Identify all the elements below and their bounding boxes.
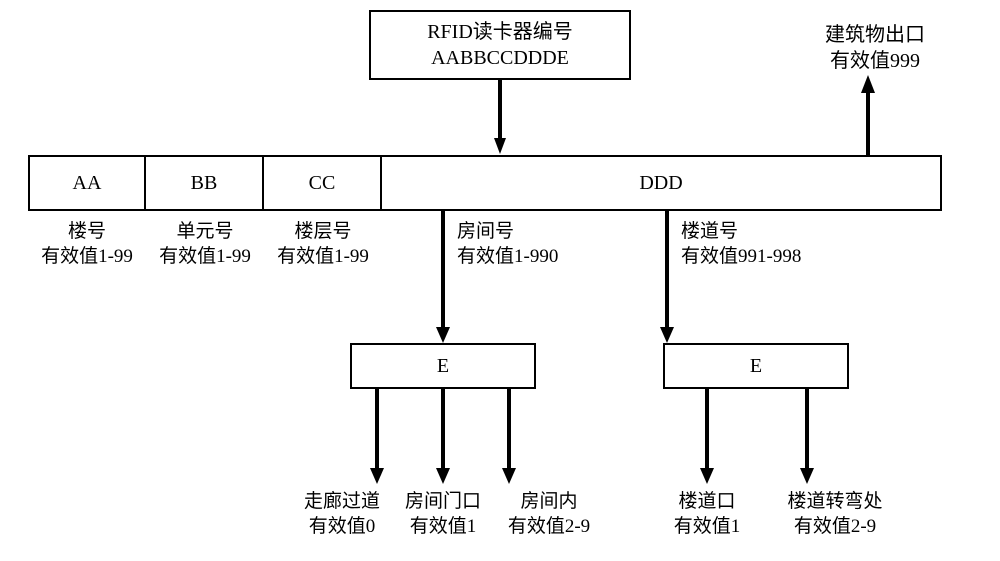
- arrow-ddd-to-exit: [861, 75, 875, 157]
- leaf-stair-ent-l1: 楼道口: [652, 490, 762, 515]
- leaf-corridor-l1: 走廊过道: [292, 490, 392, 515]
- arrow-ddd-stair-to-e: [660, 211, 674, 344]
- arrow-top-to-segments: [494, 80, 506, 155]
- ddd-stair-l1: 楼道号: [681, 220, 831, 245]
- leaf-room-door-l1: 房间门口: [393, 490, 493, 515]
- arrow-ddd-room-to-e: [436, 211, 450, 344]
- leaf-stair-entrance: 楼道口 有效值1: [652, 490, 762, 539]
- segment-aa: AA: [28, 155, 146, 211]
- leaf-corridor-l2: 有效值0: [292, 515, 392, 540]
- segment-cc-code: CC: [309, 172, 336, 195]
- ddd-stair-l2: 有效值991-998: [681, 245, 831, 270]
- building-exit-l2: 有效值999: [810, 48, 940, 74]
- desc-aa-l2: 有效值1-99: [28, 245, 146, 270]
- leaf-stair-turn: 楼道转弯处 有效值2-9: [770, 490, 900, 539]
- segment-bb: BB: [146, 155, 264, 211]
- ddd-room-label: 房间号 有效值1-990: [457, 220, 597, 269]
- leaf-room-door: 房间门口 有效值1: [393, 490, 493, 539]
- e-box-room: E: [350, 343, 536, 389]
- rfid-header-line1: RFID读卡器编号: [427, 19, 573, 45]
- e-box-stair: E: [663, 343, 849, 389]
- desc-aa-l1: 楼号: [28, 220, 146, 245]
- desc-bb-l1: 单元号: [146, 220, 264, 245]
- rfid-header-box: RFID读卡器编号 AABBCCDDDE: [369, 10, 631, 80]
- leaf-room-inside: 房间内 有效值2-9: [494, 490, 604, 539]
- segment-bb-code: BB: [191, 172, 218, 195]
- desc-cc: 楼层号 有效值1-99: [264, 220, 382, 269]
- leaf-room-in-l2: 有效值2-9: [494, 515, 604, 540]
- desc-cc-l1: 楼层号: [264, 220, 382, 245]
- segment-ddd-code: DDD: [639, 172, 682, 195]
- building-exit-label: 建筑物出口 有效值999: [810, 22, 940, 74]
- leaf-stair-turn-l2: 有效值2-9: [770, 515, 900, 540]
- segment-row: AA BB CC DDD: [28, 155, 942, 211]
- leaf-room-door-l2: 有效值1: [393, 515, 493, 540]
- ddd-room-l2: 有效值1-990: [457, 245, 597, 270]
- e-box-stair-code: E: [750, 353, 762, 379]
- e-box-room-code: E: [437, 353, 449, 379]
- segment-aa-code: AA: [73, 172, 102, 195]
- arrow-estair-entrance: [700, 389, 714, 485]
- leaf-corridor: 走廊过道 有效值0: [292, 490, 392, 539]
- rfid-header-line2: AABBCCDDDE: [431, 45, 569, 71]
- desc-cc-l2: 有效值1-99: [264, 245, 382, 270]
- leaf-stair-ent-l2: 有效值1: [652, 515, 762, 540]
- desc-aa: 楼号 有效值1-99: [28, 220, 146, 269]
- arrow-eroom-corridor: [370, 389, 384, 485]
- arrow-estair-turn: [800, 389, 814, 485]
- ddd-room-l1: 房间号: [457, 220, 597, 245]
- leaf-stair-turn-l1: 楼道转弯处: [770, 490, 900, 515]
- arrow-eroom-door: [436, 389, 450, 485]
- arrow-eroom-inside: [502, 389, 516, 485]
- segment-ddd: DDD: [382, 155, 942, 211]
- desc-bb-l2: 有效值1-99: [146, 245, 264, 270]
- segment-cc: CC: [264, 155, 382, 211]
- building-exit-l1: 建筑物出口: [810, 22, 940, 48]
- leaf-room-in-l1: 房间内: [494, 490, 604, 515]
- desc-bb: 单元号 有效值1-99: [146, 220, 264, 269]
- ddd-stair-label: 楼道号 有效值991-998: [681, 220, 831, 269]
